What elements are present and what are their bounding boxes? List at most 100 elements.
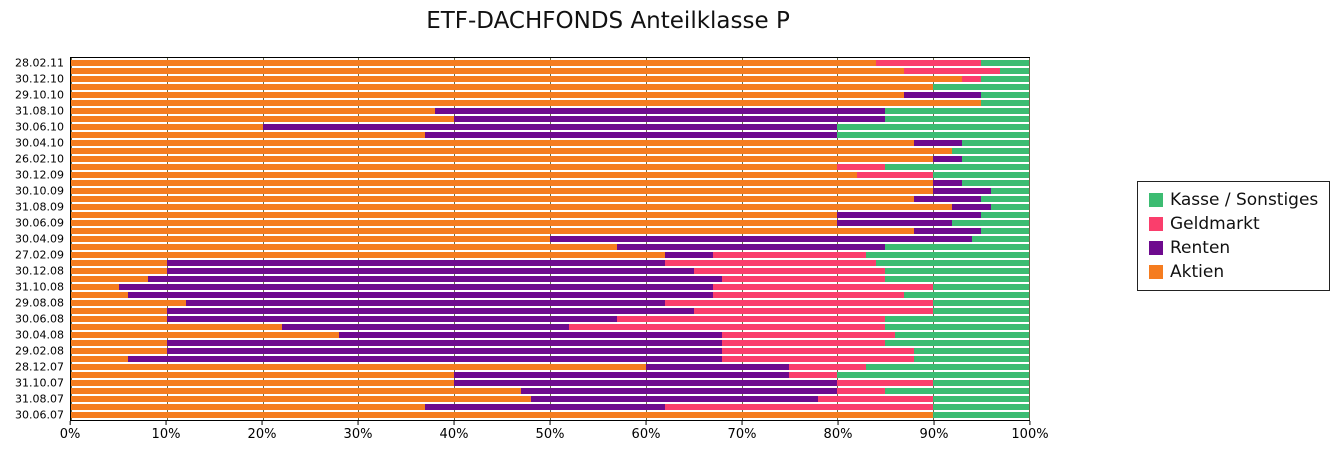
y-axis-label: 30.04.08 (15, 328, 64, 342)
bar-segment-geldmarkt (693, 308, 934, 314)
x-tick-label: 0% (59, 427, 81, 442)
stacked-bar (71, 332, 1029, 338)
bar-segment-renten (262, 124, 838, 130)
stacked-bar (71, 268, 1029, 274)
bar-segment-aktien (71, 236, 550, 242)
bar-segment-aktien (71, 404, 426, 410)
bar-row: 26.02.10 (15, 154, 1029, 165)
bar-segment-kasse-sonstiges (933, 300, 1029, 306)
bar-segment-aktien (71, 228, 915, 234)
bar-segment-kasse-sonstiges (981, 228, 1029, 234)
bar-segment-renten (128, 356, 723, 362)
bar-segment-geldmarkt (569, 324, 886, 330)
bar-segment-kasse-sonstiges (981, 196, 1029, 202)
bar-segment-geldmarkt (818, 396, 934, 402)
bar-segment-aktien (71, 316, 167, 322)
bar-rows: 28.02.11 30.12.10 29.10.10 31.08.10 30.06.10… (15, 58, 1029, 421)
stacked-bar (71, 404, 1029, 410)
bar-segment-geldmarkt (904, 68, 1001, 74)
bar-segment-aktien (71, 292, 129, 298)
plot-area: 28.02.11 30.12.10 29.10.10 31.08.10 30.06.10… (15, 57, 1030, 421)
x-tick: 70% (728, 421, 756, 442)
stacked-bar (71, 84, 1029, 90)
bar-segment-aktien (71, 220, 838, 226)
bar-segment-geldmarkt (789, 364, 867, 370)
y-axis-label: 30.04.10 (15, 136, 64, 150)
bar-segment-kasse-sonstiges (875, 260, 1029, 266)
bar-row: 29.08.08 (15, 298, 1029, 309)
bar-segment-geldmarkt (961, 76, 982, 82)
bar-segment-geldmarkt (722, 348, 915, 354)
legend-color-chip (1149, 217, 1163, 231)
bar-segment-geldmarkt (856, 172, 934, 178)
bar-segment-renten (128, 292, 713, 298)
stacked-bar (71, 196, 1029, 202)
grid-line (1029, 58, 1030, 420)
stacked-bar (71, 252, 1029, 258)
bar-row (71, 83, 1029, 91)
bar-row: 30.04.08 (15, 330, 1029, 341)
bar-segment-geldmarkt (875, 60, 982, 66)
stacked-bar (71, 220, 1029, 226)
bar-segment-aktien (71, 132, 426, 138)
bar-segment-aktien (71, 252, 665, 258)
bar-segment-kasse-sonstiges (933, 84, 1029, 90)
bar-row (71, 243, 1029, 251)
bar-segment-kasse-sonstiges (981, 212, 1029, 218)
bar-segment-renten (166, 316, 618, 322)
bar-segment-aktien (71, 396, 531, 402)
bar-segment-geldmarkt (617, 316, 886, 322)
bar-segment-kasse-sonstiges (885, 316, 1029, 322)
x-tick: 30% (344, 421, 372, 442)
y-axis-label: 30.06.09 (15, 216, 64, 230)
stacked-bar (71, 108, 1029, 114)
legend-item: Geldmarkt (1149, 214, 1318, 234)
x-tick: 80% (824, 421, 852, 442)
bar-row (71, 179, 1029, 187)
stacked-bar (71, 148, 1029, 154)
bar-segment-renten (425, 132, 838, 138)
stacked-bar (71, 188, 1029, 194)
x-tick-mark (165, 421, 167, 425)
bar-segment-kasse-sonstiges (866, 252, 1029, 258)
bar-segment-renten (454, 372, 790, 378)
bar-segment-kasse-sonstiges (933, 308, 1029, 314)
stacked-bar (71, 116, 1029, 122)
bar-row (71, 387, 1029, 395)
stacked-bar (71, 276, 1029, 282)
x-tick: 0% (59, 421, 81, 442)
bar-row: 30.10.09 (15, 186, 1029, 197)
bar-segment-geldmarkt (712, 284, 934, 290)
bar-segment-aktien (71, 188, 934, 194)
x-tick-mark (69, 421, 71, 425)
x-tick-label: 40% (439, 427, 469, 442)
bar-segment-geldmarkt (664, 300, 934, 306)
bar-segment-aktien (71, 372, 455, 378)
bar-segment-renten (933, 156, 962, 162)
bar-row: 31.08.10 (15, 106, 1029, 117)
legend-item: Aktien (1149, 262, 1318, 282)
y-axis-label: 30.10.09 (15, 184, 64, 198)
bar-segment-kasse-sonstiges (894, 332, 1029, 338)
stacked-bar (71, 356, 1029, 362)
y-axis-label: 30.06.10 (15, 120, 64, 134)
stacked-bar (71, 204, 1029, 210)
bar-segment-aktien (71, 364, 646, 370)
stacked-bar (71, 364, 1029, 370)
bar-segment-kasse-sonstiges (961, 180, 1029, 186)
bar-row: 30.06.09 (15, 218, 1029, 229)
bar-segment-renten (166, 260, 665, 266)
bar-segment-renten (645, 364, 790, 370)
bar-segment-kasse-sonstiges (933, 284, 1029, 290)
y-axis-label: 31.10.08 (15, 280, 64, 294)
bar-segment-aktien (71, 268, 167, 274)
legend-item: Kasse / Sonstiges (1149, 190, 1318, 210)
bar-segment-kasse-sonstiges (837, 372, 1029, 378)
legend-label: Kasse / Sonstiges (1170, 190, 1319, 210)
legend-color-chip (1149, 265, 1163, 279)
bar-segment-geldmarkt (837, 388, 886, 394)
bar-segment-renten (914, 228, 982, 234)
bar-row (71, 371, 1029, 379)
bar-segment-kasse-sonstiges (914, 356, 1029, 362)
bar-segment-renten (933, 180, 962, 186)
